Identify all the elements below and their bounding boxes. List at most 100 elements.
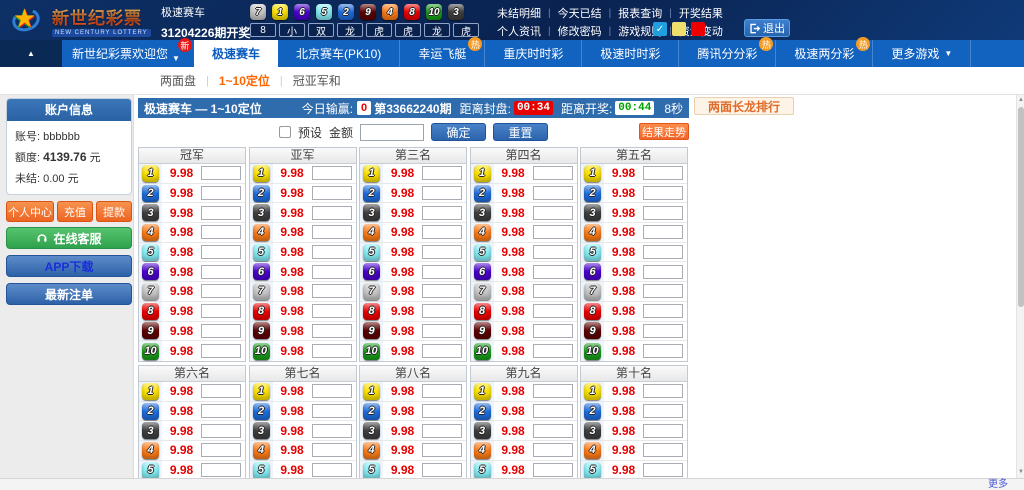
bet-amount-input[interactable] [201, 463, 241, 478]
bet-amount-input[interactable] [643, 463, 683, 478]
bet-amount-input[interactable] [532, 423, 573, 438]
bet-amount-input[interactable] [201, 225, 241, 240]
tab-game-6[interactable]: 极速两分彩热 [776, 37, 874, 67]
user-center-button[interactable]: 个人中心 [6, 201, 54, 222]
bet-amount-input[interactable] [422, 443, 462, 458]
top-link[interactable]: 个人资讯 [497, 26, 541, 38]
bet-amount-input[interactable] [201, 304, 241, 319]
scroll-down-arrow-icon[interactable]: ▼ [1018, 469, 1024, 475]
bet-amount-input[interactable] [643, 225, 683, 240]
preset-checkbox[interactable] [278, 126, 291, 138]
bet-amount-input[interactable] [201, 284, 241, 299]
scrollbar-thumb[interactable] [1018, 107, 1024, 307]
collapse-nav-button[interactable]: ▲ [0, 40, 62, 67]
bet-amount-input[interactable] [643, 264, 683, 279]
bet-amount-input[interactable] [422, 284, 462, 299]
bet-amount-input[interactable] [201, 264, 241, 279]
withdraw-button[interactable]: 提款 [96, 201, 132, 222]
top-link[interactable]: 报表查询 [618, 8, 663, 20]
bet-amount-input[interactable] [532, 304, 573, 319]
tab-game-4[interactable]: 极速时时彩 [582, 40, 680, 67]
bet-amount-input[interactable] [532, 245, 573, 260]
tab-game-2[interactable]: 幸运飞艇热 [400, 37, 486, 67]
app-download-button[interactable]: APP下载 [6, 255, 132, 277]
bet-amount-input[interactable] [311, 304, 352, 319]
bet-amount-input[interactable] [311, 166, 352, 181]
top-link[interactable]: 开奖结果 [678, 8, 723, 20]
tab-game-0[interactable]: 极速赛车 [193, 40, 278, 67]
subnav-item-1[interactable]: 1~10定位 [218, 74, 270, 88]
bet-amount-input[interactable] [532, 205, 573, 220]
bet-amount-input[interactable] [532, 225, 573, 240]
bet-amount-input[interactable] [532, 404, 573, 419]
bet-amount-input[interactable] [532, 463, 573, 478]
yellow-square-toggle[interactable] [672, 22, 686, 36]
subnav-item-0[interactable]: 两面盘 [160, 74, 197, 88]
bet-amount-input[interactable] [643, 404, 683, 419]
bet-amount-input[interactable] [532, 264, 573, 279]
bet-amount-input[interactable] [422, 344, 462, 359]
bet-amount-input[interactable] [311, 245, 352, 260]
top-link[interactable]: 修改密码 [557, 26, 602, 38]
bet-amount-input[interactable] [422, 186, 462, 201]
bet-amount-input[interactable] [201, 323, 241, 338]
latest-orders-button[interactable]: 最新注单 [6, 283, 132, 305]
bet-amount-input[interactable] [422, 423, 462, 438]
reset-button[interactable]: 重置 [493, 123, 549, 141]
vertical-scrollbar[interactable]: ▲ ▼ [1016, 95, 1024, 478]
subnav-item-2[interactable]: 冠亚军和 [292, 74, 341, 88]
bet-amount-input[interactable] [422, 404, 462, 419]
bet-amount-input[interactable] [532, 166, 573, 181]
bet-amount-input[interactable] [201, 443, 241, 458]
bet-amount-input[interactable] [201, 245, 241, 260]
bet-amount-input[interactable] [422, 463, 462, 478]
two-sided-dragon-rank-button[interactable]: 两面长龙排行 [694, 97, 794, 115]
bet-amount-input[interactable] [643, 323, 683, 338]
tab-game-3[interactable]: 重庆时时彩 [485, 40, 583, 67]
bet-amount-input[interactable] [422, 304, 462, 319]
bet-amount-input[interactable] [643, 186, 683, 201]
bet-amount-input[interactable] [311, 323, 352, 338]
bet-amount-input[interactable] [311, 264, 352, 279]
bet-amount-input[interactable] [311, 423, 352, 438]
bet-amount-input[interactable] [422, 245, 462, 260]
bet-amount-input[interactable] [311, 344, 352, 359]
bet-amount-input[interactable] [201, 166, 241, 181]
bet-amount-input[interactable] [643, 423, 683, 438]
result-trend-button[interactable]: 结果走势 [639, 123, 689, 140]
amount-input[interactable] [360, 123, 425, 141]
bet-amount-input[interactable] [422, 384, 462, 399]
bet-amount-input[interactable] [311, 284, 352, 299]
bet-amount-input[interactable] [532, 384, 573, 399]
bet-amount-input[interactable] [532, 443, 573, 458]
bet-amount-input[interactable] [201, 423, 241, 438]
bet-amount-input[interactable] [311, 186, 352, 201]
more-link[interactable]: 更多 [988, 479, 1008, 490]
bet-amount-input[interactable] [311, 443, 352, 458]
scroll-up-arrow-icon[interactable]: ▲ [1018, 97, 1024, 103]
bet-amount-input[interactable] [422, 166, 462, 181]
bet-amount-input[interactable] [532, 284, 573, 299]
bet-amount-input[interactable] [643, 304, 683, 319]
bet-amount-input[interactable] [311, 404, 352, 419]
bet-amount-input[interactable] [643, 245, 683, 260]
top-link[interactable]: 游戏规则 [618, 26, 663, 38]
bet-amount-input[interactable] [201, 344, 241, 359]
bet-amount-input[interactable] [311, 384, 352, 399]
bet-amount-input[interactable] [643, 443, 683, 458]
top-link[interactable]: 未结明细 [497, 8, 541, 20]
bet-amount-input[interactable] [532, 344, 573, 359]
bet-amount-input[interactable] [422, 264, 462, 279]
bet-amount-input[interactable] [643, 166, 683, 181]
bet-amount-input[interactable] [643, 344, 683, 359]
bet-amount-input[interactable] [311, 205, 352, 220]
bet-amount-input[interactable] [311, 463, 352, 478]
checked-square-toggle[interactable]: ✓ [653, 22, 667, 36]
bet-amount-input[interactable] [643, 284, 683, 299]
deposit-button[interactable]: 充值 [57, 201, 93, 222]
nav-welcome-menu[interactable]: 新世纪彩票欢迎您 ▼ 新 [62, 38, 194, 67]
bet-amount-input[interactable] [201, 384, 241, 399]
bet-amount-input[interactable] [532, 186, 573, 201]
online-service-button[interactable]: 在线客服 [6, 227, 132, 249]
bet-amount-input[interactable] [643, 205, 683, 220]
